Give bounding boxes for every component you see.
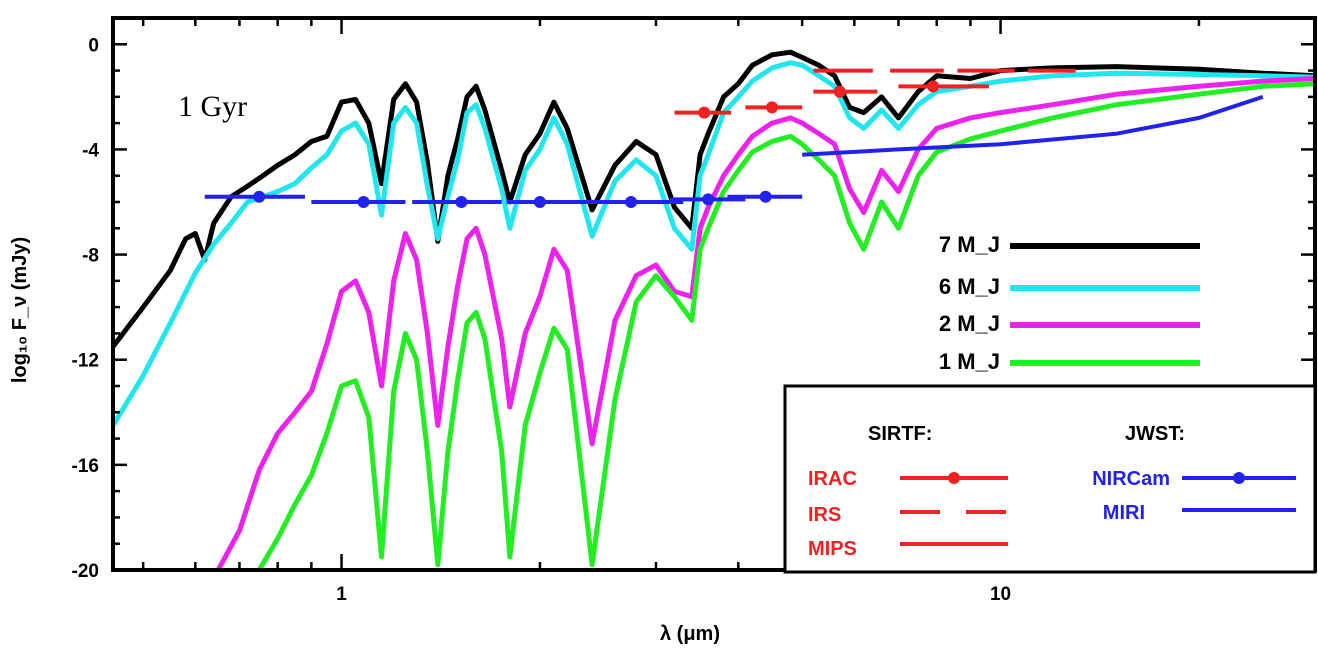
spectra-layer (113, 49, 1315, 570)
instrument-dot-0 (948, 472, 960, 484)
instrument-label-0: IRAC (808, 468, 857, 490)
y-axis-label: log₁₀ F_ν (mJy) (9, 237, 31, 383)
y-tick-label-3: -12 (72, 351, 99, 372)
age-annotation: 1 Gyr (178, 90, 247, 123)
irac-point-3 (927, 80, 940, 93)
irac-point-1 (766, 101, 779, 114)
instrument-label-3: NIRCam (1092, 468, 1170, 490)
nircam-point-6 (759, 190, 772, 203)
y-tick-label-5: -20 (72, 561, 99, 582)
nircam-point-5 (702, 193, 715, 206)
legend-bg-3 (920, 341, 1010, 371)
legend-bg-0 (920, 224, 1010, 254)
x-tick-label-1: 10 (990, 584, 1011, 605)
series-line-3 (257, 81, 1315, 570)
sirtf-title: SIRTF: (868, 423, 932, 445)
series-line-0 (113, 49, 1315, 349)
plot-frame (111, 16, 1317, 572)
y-tick-label-2: -8 (82, 246, 99, 267)
nircam-point-1 (357, 196, 370, 208)
series-line-2 (216, 76, 1315, 570)
nircam-point-2 (455, 196, 468, 208)
legend-label-3: 1 M_J (939, 349, 1000, 374)
irac-point-2 (833, 85, 846, 98)
miri-line (802, 95, 1264, 157)
irac-point-0 (698, 106, 711, 119)
series-line-1 (113, 60, 1315, 427)
legend-label-0: 7 M_J (939, 232, 1000, 257)
instrument-legend-box: SIRTF: JWST: IRAC IRS MIPS NIRCam MIRI (783, 384, 1317, 574)
y-tick-label-0: 0 (88, 35, 99, 56)
legend-label-1: 6 M_J (939, 274, 1000, 299)
legend-label-2: 2 M_J (939, 311, 1000, 336)
y-tick-label-1: -4 (82, 140, 99, 161)
legend-bg-2 (920, 303, 1010, 333)
legend-layer: 7 M_J 6 M_J 2 M_J 1 M_J (920, 224, 1200, 374)
jwst-title: JWST: (1125, 423, 1185, 445)
x-axis-label: λ (μm) (660, 623, 720, 645)
x-tick-label-0: 1 (336, 584, 347, 605)
y-tick-label-4: -16 (72, 456, 99, 477)
instrument-dot-3 (1233, 472, 1245, 484)
nircam-point-3 (533, 196, 546, 208)
instrument-label-2: MIPS (808, 538, 857, 560)
instrument-label-4: MIRI (1103, 502, 1145, 524)
legend-bg-1 (920, 266, 1010, 296)
nircam-point-4 (625, 196, 638, 208)
nircam-point-0 (253, 190, 266, 203)
instrument-label-1: IRS (808, 504, 841, 526)
sensitivity-layer (204, 68, 1264, 208)
